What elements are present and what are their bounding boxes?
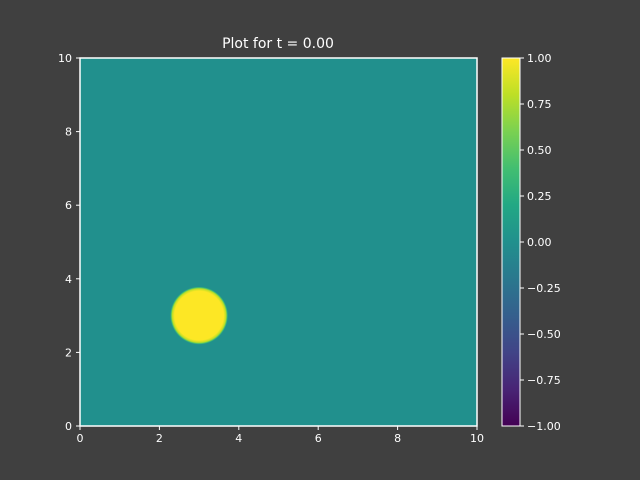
y-tick-label: 2: [65, 346, 72, 359]
colorbar-tick-label: −0.75: [527, 374, 561, 387]
y-tick-label: 10: [58, 52, 72, 65]
plot-frame: [79, 57, 478, 427]
y-tick-label: 8: [65, 126, 72, 139]
x-tick-label: 8: [394, 432, 401, 445]
field-background: [80, 58, 477, 426]
field-blob: [170, 286, 228, 345]
x-tick-label: 10: [470, 432, 484, 445]
colorbar-tick-label: −0.50: [527, 328, 561, 341]
y-tick-label: 4: [65, 273, 72, 286]
colorbar-tick-label: 0.50: [527, 144, 552, 157]
colorbar-tick-label: −0.25: [527, 282, 561, 295]
colorbar-tick-label: 0.00: [527, 236, 552, 249]
y-tick-label: 6: [65, 199, 72, 212]
colorbar-tick-label: 0.25: [527, 190, 552, 203]
plot-area: [79, 57, 478, 427]
x-axis: 0 2 4 6 8 10: [77, 426, 484, 445]
x-tick-label: 4: [235, 432, 242, 445]
y-tick-label: 0: [65, 420, 72, 433]
x-tick-label: 2: [156, 432, 163, 445]
colorbar-ticks: 1.00 0.75 0.50 0.25 0.00 −0.25 −0.50 −0.75 −1.00: [520, 52, 561, 433]
x-tick-label: 6: [315, 432, 322, 445]
y-axis: 0 2 4 6 8 10: [58, 52, 80, 433]
x-tick-label: 0: [77, 432, 84, 445]
colorbar-tick-label: −1.00: [527, 420, 561, 433]
chart-title: Plot for t = 0.00: [222, 36, 334, 52]
colorbar-tick-label: 1.00: [527, 52, 552, 65]
colorbar-tick-label: 0.75: [527, 98, 552, 111]
colorbar: 1.00 0.75 0.50 0.25 0.00 −0.25 −0.50 −0.75 −1.00: [501, 52, 561, 433]
colorbar-gradient: [502, 58, 520, 426]
